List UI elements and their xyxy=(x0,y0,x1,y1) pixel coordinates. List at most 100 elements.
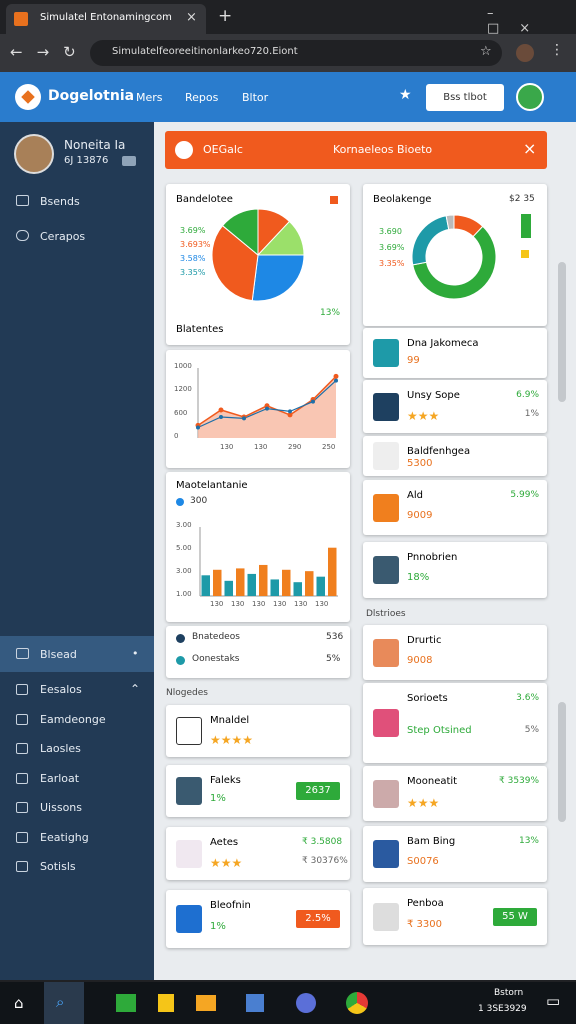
item-name: Baldfenhgea xyxy=(407,446,471,457)
nav-link[interactable]: Bltor xyxy=(242,91,269,104)
item-sub: 9008 xyxy=(407,654,433,666)
nav-item[interactable]: Laosles xyxy=(40,742,81,755)
thumbnail xyxy=(176,905,202,933)
tab-title: Simulatel Entonamingcom xyxy=(40,12,172,23)
window-controls[interactable]: –□× xyxy=(487,6,551,36)
pie-label: 3.35% xyxy=(180,268,206,277)
item-name: Aetes xyxy=(210,837,239,848)
thumbnail xyxy=(373,339,399,367)
item-name: Pnnobrien xyxy=(407,552,458,563)
nav-item[interactable]: Sotisls xyxy=(40,860,76,873)
item-name: Drurtic xyxy=(407,635,442,646)
nav-icon xyxy=(16,772,28,784)
action-button[interactable]: 55 W xyxy=(493,907,537,926)
nav-item[interactable]: Uissons xyxy=(40,801,83,814)
card-title: Maotelantanie xyxy=(176,480,248,491)
tab[interactable]: Simulatel Entonamingcom × xyxy=(6,4,206,34)
list-item: Unsy Sope ★★★ 6.9% 1% xyxy=(363,380,547,433)
item-value: ₹ 3.5808 xyxy=(302,837,343,847)
app-header: Dogelotnia Mers Repos Bltor ★ Bss tlbot xyxy=(0,72,576,122)
scrollbar[interactable] xyxy=(558,262,566,402)
list-item: Ald 9009 5.99% xyxy=(363,480,547,535)
section-label: Nlogedes xyxy=(166,688,208,698)
y-label: 1200 xyxy=(174,385,192,394)
item-sub: 9009 xyxy=(407,509,433,521)
thumbnail xyxy=(373,442,399,470)
card-title: Bandelotee xyxy=(176,194,233,205)
item-name: Faleks xyxy=(210,775,241,786)
new-tab[interactable]: + xyxy=(218,6,233,26)
donut-label: 3.690 xyxy=(379,227,402,236)
nav-item[interactable]: Eamdeonge xyxy=(40,712,106,726)
action-button[interactable]: 2.5% xyxy=(296,910,340,928)
active-item[interactable]: Blsead • xyxy=(0,636,154,672)
list-item: Sorioets Step Otsined 3.6% 5% xyxy=(363,683,547,763)
banner: OEGalc Kornaeleos Bioeto × xyxy=(165,131,547,169)
y-label: 1000 xyxy=(174,362,192,370)
close-banner[interactable]: × xyxy=(523,139,537,158)
thumbnail xyxy=(373,392,399,421)
nav-icon xyxy=(16,713,28,725)
list-item: Aetes ★★★ ₹ 3.5808 ₹ 30376% xyxy=(166,827,350,880)
item-name: Unsy Sope xyxy=(407,390,460,401)
banner-left: OEGalc xyxy=(203,143,243,156)
item-value: 1% xyxy=(524,408,539,419)
thumbnail xyxy=(373,902,399,931)
stat-value: 5% xyxy=(326,654,341,664)
nav-item[interactable]: Cerapos xyxy=(40,230,86,243)
y-label: 5.00 xyxy=(176,544,192,552)
list-item: Mooneatit ★★★ ₹ 3539% xyxy=(363,766,547,821)
nav-item[interactable]: Eesalos xyxy=(40,683,82,696)
bar-card: Maotelantanie 300 xyxy=(166,472,350,622)
corner: $2 35 xyxy=(509,194,535,204)
card-sub: 300 xyxy=(190,496,208,506)
item-value: ₹ 3539% xyxy=(499,776,540,786)
item-value: 5% xyxy=(524,725,539,735)
action-button[interactable]: 2637 xyxy=(296,782,340,800)
corner: 13% xyxy=(320,308,341,318)
clock: Bstorn xyxy=(494,988,524,998)
item-sub: 18% xyxy=(407,572,430,583)
header-button[interactable]: Bss tlbot xyxy=(426,84,504,111)
logo: Dogelotnia xyxy=(48,88,135,104)
nav-link[interactable]: Mers xyxy=(136,91,163,104)
sidebar: Noneita Ia 6J 13876 Bsends Cerapos Blsea… xyxy=(0,122,154,980)
item-name: Ald xyxy=(407,490,423,501)
thumbnail xyxy=(373,709,399,737)
thumbnail xyxy=(373,840,399,868)
thumbnail xyxy=(373,556,399,584)
donut-label: 3.69% xyxy=(379,243,405,252)
rating: ★★★ xyxy=(407,795,440,810)
y-label: 1.00 xyxy=(176,590,192,598)
stat-value: 536 xyxy=(326,632,344,642)
item-sub: 1% xyxy=(210,793,226,804)
item-sub: 1% xyxy=(210,921,226,932)
url-field[interactable]: Simulatelfeoreeitinonlarkeo720.Eiont ☆ xyxy=(90,40,502,66)
nav-item[interactable]: Bsends xyxy=(40,195,80,208)
item-sub: Step Otsined xyxy=(407,725,472,736)
y-label: 3.00 xyxy=(176,521,192,529)
nav-item[interactable]: Eeatighg xyxy=(40,830,89,844)
x-label: 130 xyxy=(254,443,268,451)
list-item: Bleofnin 1% 2.5% xyxy=(166,890,350,948)
nav-icon xyxy=(16,831,28,843)
stat-label: Bnatedeos xyxy=(192,632,240,642)
x-label: 130 xyxy=(273,600,287,608)
y-label: 0 xyxy=(174,431,179,440)
y-label: 3.00 xyxy=(176,567,192,575)
item-name: Bleofnin xyxy=(210,900,251,911)
thumbnail xyxy=(176,777,202,805)
y-label: 600 xyxy=(174,408,188,417)
nav-item[interactable]: Earloat xyxy=(40,771,80,785)
nav-label: Blsead xyxy=(40,648,77,661)
thumbnail xyxy=(373,493,399,522)
item-name: Sorioets xyxy=(407,693,448,704)
taskbar: ⌂ ⌕ Bstorn 1 3SE3929 ▭ xyxy=(0,982,576,1024)
donut-card: Beolakenge $2 35 3.690 3.69% 3.35% xyxy=(363,184,547,326)
x-label: 130 xyxy=(220,443,234,451)
item-name: Mooneatit xyxy=(407,776,458,787)
item-sub: ₹ 3300 xyxy=(407,918,442,930)
thumbnail xyxy=(176,717,202,745)
nav-link[interactable]: Repos xyxy=(185,91,219,104)
